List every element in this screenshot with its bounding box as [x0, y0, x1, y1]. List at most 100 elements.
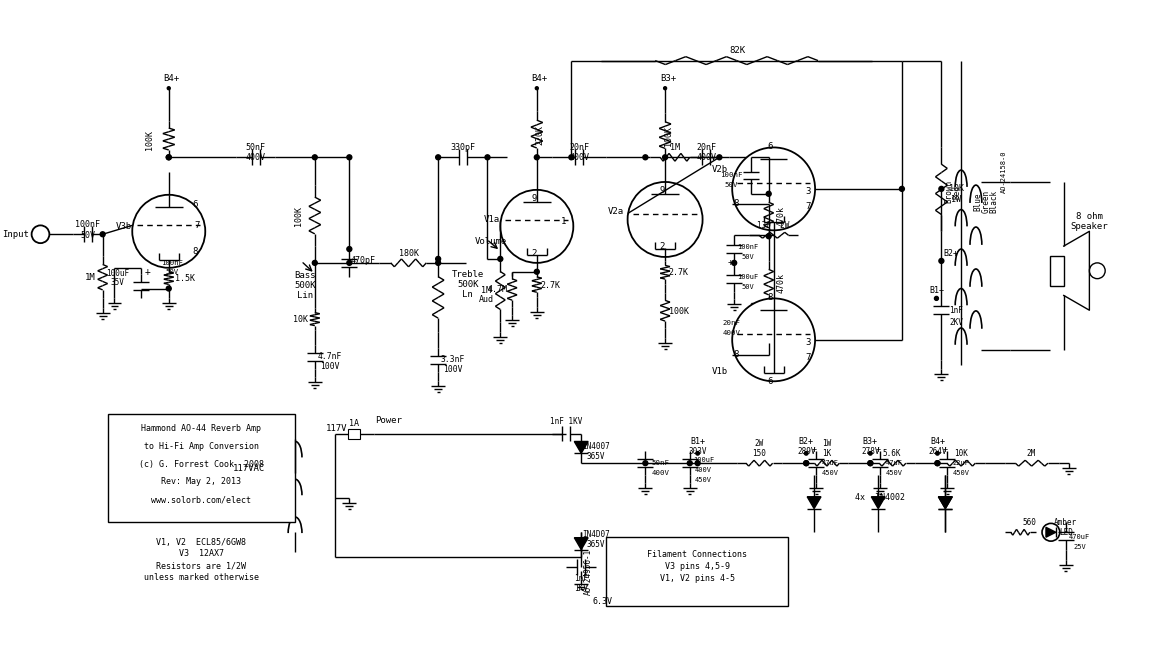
Text: 1.5K: 1.5K: [175, 274, 194, 283]
Text: 35V: 35V: [110, 278, 124, 287]
Text: 450V: 450V: [953, 470, 970, 476]
Text: 100nF: 100nF: [76, 220, 100, 229]
Text: V3b: V3b: [115, 222, 131, 231]
Text: Ln: Ln: [462, 290, 473, 299]
Circle shape: [167, 155, 171, 160]
Text: 50nF: 50nF: [246, 143, 265, 152]
Text: 50V: 50V: [741, 283, 755, 289]
Circle shape: [935, 461, 940, 466]
Text: 470uF: 470uF: [1069, 534, 1090, 540]
Text: 2.7K: 2.7K: [669, 268, 689, 277]
Text: V2a: V2a: [608, 207, 624, 216]
Text: 100nF: 100nF: [738, 244, 758, 250]
Text: 5.6K: 5.6K: [882, 449, 901, 458]
Text: 2: 2: [660, 241, 665, 251]
Circle shape: [643, 461, 648, 466]
Circle shape: [732, 148, 815, 230]
Text: B4+: B4+: [163, 74, 179, 83]
Text: 400V: 400V: [695, 467, 712, 473]
Text: 100V: 100V: [444, 365, 463, 374]
Circle shape: [168, 87, 170, 90]
Polygon shape: [939, 497, 953, 508]
Text: 470pF: 470pF: [350, 256, 376, 266]
Polygon shape: [871, 497, 885, 508]
Text: V3 pins 4,5-9: V3 pins 4,5-9: [664, 562, 730, 571]
Text: 82K: 82K: [730, 46, 746, 55]
Text: Amber: Amber: [1054, 518, 1078, 527]
Polygon shape: [939, 497, 953, 508]
Circle shape: [696, 451, 700, 455]
Circle shape: [766, 234, 771, 239]
Circle shape: [939, 258, 943, 263]
Text: 150: 150: [751, 449, 765, 458]
Text: 220K: 220K: [535, 125, 545, 144]
Circle shape: [804, 461, 809, 466]
Circle shape: [934, 297, 939, 300]
Text: 50V: 50V: [741, 254, 755, 260]
Text: 1A: 1A: [349, 419, 360, 428]
Text: 500K: 500K: [457, 280, 478, 289]
Circle shape: [695, 461, 700, 466]
Text: B1+: B1+: [691, 437, 705, 446]
Text: Speaker: Speaker: [1071, 222, 1108, 231]
Text: 1W: 1W: [823, 439, 832, 448]
Text: 9: 9: [531, 194, 537, 203]
Text: 560: 560: [1023, 518, 1036, 527]
Text: to Hi-Fi Amp Conversion: to Hi-Fi Amp Conversion: [144, 442, 259, 451]
Text: 100K: 100K: [145, 129, 154, 150]
Text: V3  12AX7: V3 12AX7: [179, 550, 224, 558]
Text: 6: 6: [768, 142, 772, 151]
Text: 47uF: 47uF: [822, 461, 839, 466]
Polygon shape: [574, 538, 588, 550]
Circle shape: [100, 232, 105, 237]
Text: Resistors are 1/2W: Resistors are 1/2W: [156, 562, 246, 570]
Circle shape: [347, 260, 352, 265]
Circle shape: [435, 260, 440, 265]
Text: 365V: 365V: [587, 452, 606, 461]
Circle shape: [535, 87, 538, 90]
Text: 289V: 289V: [797, 447, 816, 456]
Text: 8 ohm: 8 ohm: [1075, 212, 1103, 221]
Text: 1W: 1W: [951, 195, 962, 204]
Text: 50V: 50V: [80, 231, 95, 239]
Circle shape: [804, 451, 808, 455]
Circle shape: [313, 155, 317, 160]
Text: AO-24956-1: AO-24956-1: [584, 548, 593, 595]
Bar: [348, 428, 360, 438]
Text: Green: Green: [981, 190, 990, 213]
Circle shape: [485, 155, 489, 160]
Text: Brown: Brown: [944, 180, 954, 203]
Text: 1nF: 1nF: [949, 306, 963, 315]
Text: 400V: 400V: [651, 470, 669, 476]
Text: Red: Red: [953, 185, 962, 199]
Text: 450V: 450V: [695, 477, 712, 483]
Circle shape: [534, 270, 539, 274]
Text: 400V: 400V: [723, 330, 740, 336]
Text: 1M: 1M: [84, 273, 95, 282]
Bar: [1050, 256, 1064, 285]
Text: 25V: 25V: [1073, 544, 1086, 550]
Circle shape: [939, 186, 943, 192]
Circle shape: [663, 155, 668, 160]
Circle shape: [132, 195, 206, 268]
Text: 1KV: 1KV: [574, 584, 588, 593]
Circle shape: [167, 286, 171, 291]
Text: 1nF 1KV: 1nF 1KV: [550, 417, 583, 426]
Text: 20nF: 20nF: [723, 320, 740, 326]
Text: 2W: 2W: [754, 439, 763, 448]
Circle shape: [804, 461, 809, 466]
Text: 47uF: 47uF: [886, 461, 902, 466]
Text: 6: 6: [193, 200, 198, 209]
Text: 117VAC: 117VAC: [233, 464, 265, 472]
Circle shape: [867, 461, 873, 466]
Text: 100nF: 100nF: [720, 172, 742, 178]
Circle shape: [167, 155, 171, 160]
Text: 4x  IN4002: 4x IN4002: [855, 493, 905, 502]
Text: 1K: 1K: [823, 449, 832, 458]
Circle shape: [900, 186, 904, 192]
Text: 8: 8: [733, 350, 739, 359]
Text: 9: 9: [660, 186, 665, 195]
Circle shape: [732, 298, 815, 381]
Text: 100uF: 100uF: [738, 274, 758, 279]
Text: B1+: B1+: [928, 286, 944, 295]
